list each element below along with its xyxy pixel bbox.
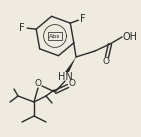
Text: O: O: [103, 56, 110, 65]
Text: HN: HN: [58, 72, 72, 82]
Text: O: O: [69, 79, 75, 88]
Polygon shape: [65, 57, 76, 72]
FancyBboxPatch shape: [48, 32, 62, 40]
Text: Abs: Abs: [49, 34, 61, 38]
Text: F: F: [19, 23, 25, 33]
Text: O: O: [35, 79, 41, 89]
Text: F: F: [80, 14, 86, 24]
Text: OH: OH: [123, 32, 137, 42]
